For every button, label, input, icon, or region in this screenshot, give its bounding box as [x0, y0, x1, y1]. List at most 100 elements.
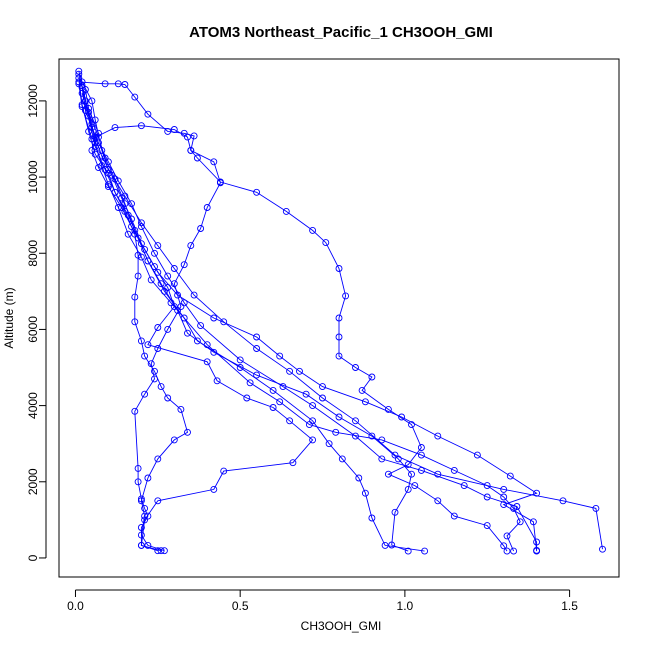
y-axis-label: Altitude (m) [2, 287, 16, 348]
data-point [154, 455, 162, 463]
data-point [450, 512, 458, 520]
data-point [434, 470, 442, 478]
data-point [253, 188, 261, 196]
data-point [131, 318, 139, 326]
data-point [305, 421, 313, 429]
data-point [473, 451, 481, 459]
data-point [114, 80, 122, 88]
data-point [210, 158, 218, 166]
data-point [187, 242, 195, 250]
data-point [128, 200, 135, 208]
data-point [157, 280, 165, 288]
data-point [151, 249, 158, 257]
data-point [361, 398, 369, 406]
data-point [197, 225, 205, 232]
data-point [137, 541, 145, 549]
data-point [309, 402, 317, 410]
data-point [154, 547, 162, 555]
data-point [141, 390, 149, 398]
data-point [184, 329, 191, 337]
data-point [147, 276, 155, 284]
data-point [516, 518, 524, 526]
data-point [483, 482, 491, 490]
data-point [197, 322, 205, 330]
data-point [88, 97, 96, 105]
data-point [184, 428, 191, 436]
data-point [131, 407, 139, 415]
data-point [500, 493, 508, 501]
data-point [289, 459, 297, 467]
data-point [355, 474, 363, 482]
data-point [500, 485, 508, 493]
data-point [361, 489, 369, 497]
series-line [78, 81, 508, 552]
data-point [141, 245, 149, 253]
data-point [352, 364, 359, 371]
data-point [174, 291, 182, 299]
data-point [75, 70, 83, 78]
data-point [378, 455, 386, 463]
data-layer [75, 67, 606, 555]
data-point [190, 291, 198, 299]
data-point [216, 178, 224, 186]
data-point [180, 261, 188, 269]
data-point [203, 341, 211, 349]
data-point [335, 265, 343, 272]
data-point [210, 314, 218, 322]
data-point [276, 352, 284, 360]
data-point [417, 466, 425, 474]
y-tick-label: 8000 [26, 240, 40, 267]
data-point [296, 367, 303, 375]
data-point [177, 303, 185, 311]
data-point [342, 292, 350, 300]
data-point [391, 508, 399, 516]
data-point [335, 333, 343, 341]
data-point [170, 303, 178, 311]
data-point [411, 482, 419, 490]
data-point [180, 129, 188, 137]
data-point [335, 314, 343, 322]
data-point [236, 356, 244, 364]
data-point [170, 436, 178, 444]
data-point [236, 364, 244, 371]
data-point [322, 239, 330, 247]
data-point [368, 514, 376, 522]
data-point [101, 154, 109, 162]
y-tick-label: 0 [26, 554, 40, 561]
x-tick-label: 0.0 [67, 599, 84, 613]
data-point [151, 263, 158, 271]
data-point [164, 394, 172, 402]
data-point [134, 464, 142, 472]
y-tick-label: 2000 [26, 468, 40, 495]
data-point [384, 470, 392, 478]
data-point [144, 541, 152, 549]
data-point [220, 318, 228, 326]
data-point [335, 352, 343, 360]
data-point [134, 251, 142, 259]
data-point [335, 413, 343, 421]
data-point [190, 132, 198, 140]
data-point [503, 532, 511, 540]
series-5 [81, 97, 524, 555]
data-point [170, 265, 178, 272]
data-point [319, 383, 326, 391]
data-point [332, 428, 340, 436]
data-point [398, 413, 406, 421]
data-point [187, 146, 195, 154]
data-point [404, 461, 412, 469]
data-point [220, 467, 228, 475]
chart-title: ATOM3 Northeast_Pacific_1 CH3OOH_GMI [189, 24, 493, 41]
data-point [417, 444, 425, 451]
y-tick-label: 6000 [26, 316, 40, 343]
series-1 [75, 67, 606, 553]
data-point [203, 358, 211, 366]
data-point [513, 503, 521, 510]
series-line [78, 71, 603, 550]
data-point [378, 436, 386, 444]
data-point [510, 547, 518, 555]
data-point [164, 272, 172, 280]
data-point [213, 377, 221, 385]
data-point [309, 436, 317, 444]
data-point [533, 538, 541, 546]
